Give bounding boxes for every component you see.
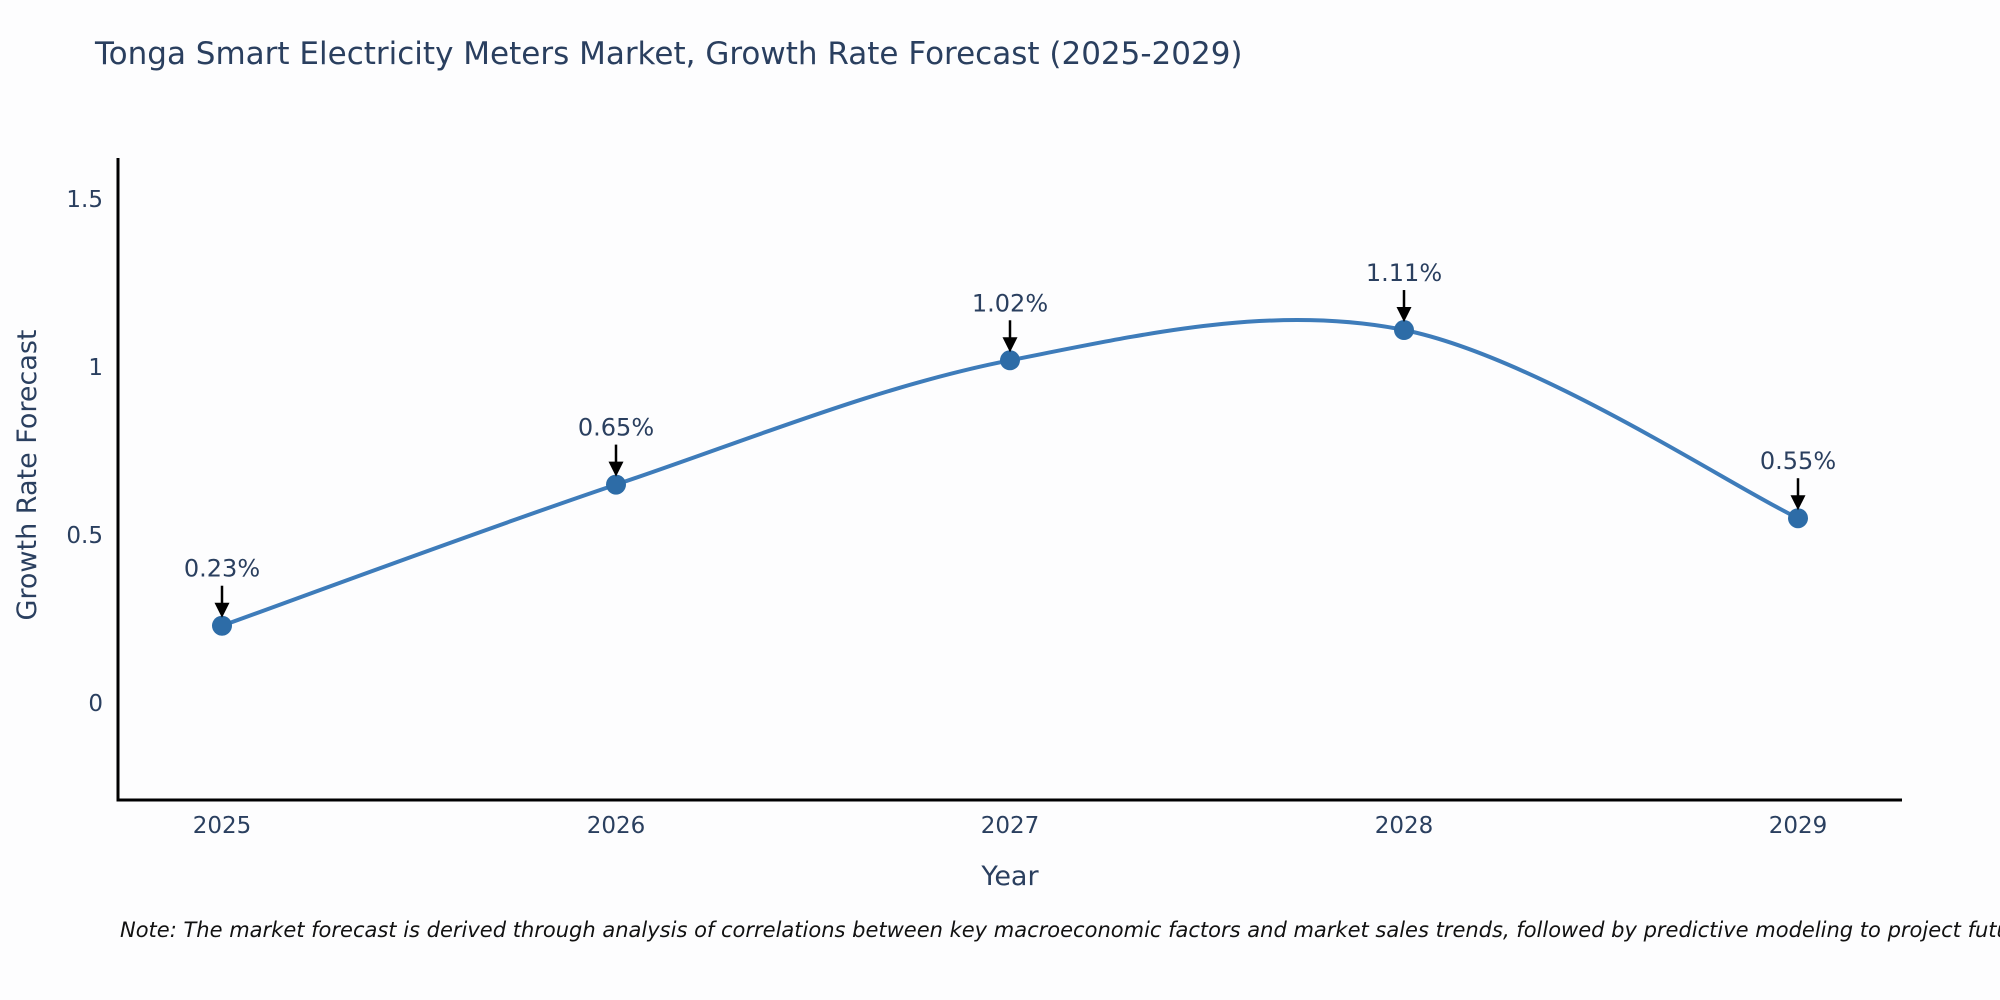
annotation-arrowhead [214, 602, 230, 618]
x-tick-label: 2029 [1769, 813, 1828, 839]
x-tick-label: 2025 [193, 813, 252, 839]
annotation-arrowhead [1002, 337, 1018, 353]
data-point-marker [606, 474, 626, 495]
x-tick-label: 2028 [1375, 813, 1434, 839]
annotation-label: 1.02% [972, 289, 1048, 317]
data-point-marker [1000, 350, 1020, 371]
y-tick-label: 1 [88, 355, 103, 381]
annotation-arrowhead [1790, 495, 1806, 511]
annotation-label: 0.23% [184, 555, 260, 583]
data-point-marker [1394, 320, 1414, 341]
data-point-marker [1788, 508, 1808, 529]
x-axis-title: Year [980, 861, 1039, 892]
annotation-arrowhead [1396, 307, 1412, 323]
x-tick-label: 2026 [587, 813, 646, 839]
chart-note: Note: The market forecast is derived thr… [120, 918, 2000, 942]
data-point-marker [212, 615, 232, 636]
annotation-arrowhead [608, 461, 624, 477]
annotation-label: 0.65% [578, 414, 654, 442]
annotation-label: 1.11% [1366, 259, 1442, 287]
x-tick-label: 2027 [981, 813, 1040, 839]
chart-title: Tonga Smart Electricity Meters Market, G… [95, 36, 1243, 72]
y-axis-title: Growth Rate Forecast [12, 329, 43, 620]
annotation-label: 0.55% [1760, 447, 1836, 475]
y-tick-label: 0.5 [66, 523, 103, 549]
y-tick-label: 0 [88, 691, 103, 717]
y-tick-label: 1.5 [66, 187, 103, 213]
